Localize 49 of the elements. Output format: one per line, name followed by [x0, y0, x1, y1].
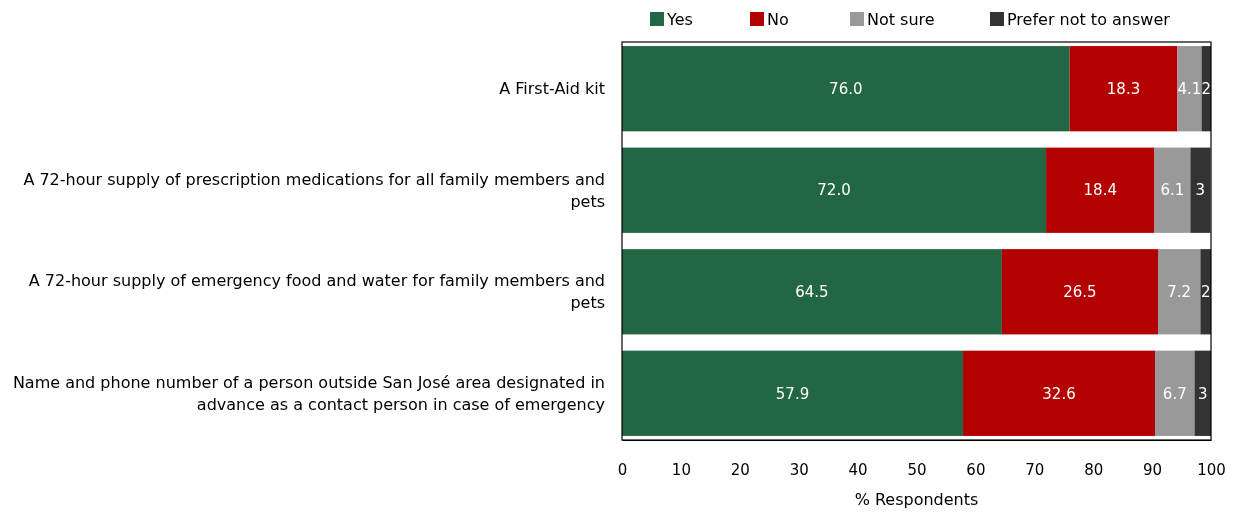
- bar: [1069, 46, 1178, 132]
- y-tick-label: Name and phone number of a person outside San José area designated in advance as a contact person in case of emergency: [12, 372, 605, 414]
- x-tick-label: 70: [1025, 460, 1045, 479]
- x-tick-label: 0: [617, 460, 628, 479]
- y-tick-label: A First-Aid kit: [499, 79, 605, 99]
- bar: [622, 147, 1047, 233]
- legend-label: Prefer not to answer: [1007, 9, 1171, 29]
- x-tick-label: 60: [966, 460, 986, 479]
- data-label: 72.0: [817, 181, 851, 200]
- x-tick-label: 100: [1197, 460, 1226, 479]
- data-label: 6.1: [1160, 181, 1185, 200]
- data-label: 76.0: [829, 79, 863, 98]
- bar: [963, 350, 1156, 436]
- y-tick-label: A 72-hour supply of prescription medications for all family members and pets: [23, 169, 605, 211]
- legend-label: Not sure: [867, 9, 935, 29]
- bar: [1157, 249, 1201, 335]
- data-label: 18.4: [1083, 181, 1117, 200]
- data-label: 4.1: [1177, 79, 1202, 98]
- data-label: 6.7: [1162, 384, 1187, 403]
- data-label: 2: [1201, 79, 1212, 98]
- legend-label: Yes: [666, 9, 693, 29]
- bar: [1046, 147, 1155, 233]
- data-label: 3: [1197, 384, 1208, 403]
- data-label: 64.5: [795, 283, 829, 302]
- y-tick-label: A 72-hour supply of emergency food and water for family members and pets: [28, 271, 605, 313]
- data-label: 18.3: [1106, 79, 1141, 98]
- x-tick-label: 90: [1143, 460, 1163, 479]
- bar: [1154, 147, 1191, 233]
- x-tick-label: 80: [1084, 460, 1104, 479]
- bar: [1001, 249, 1158, 335]
- data-label: 3: [1195, 181, 1206, 200]
- bar: [1177, 46, 1202, 132]
- bar: [1155, 350, 1195, 436]
- bar: [622, 46, 1070, 132]
- x-tick-label: 40: [848, 460, 868, 479]
- data-label: 32.6: [1042, 384, 1076, 403]
- bar: [622, 350, 964, 436]
- bar: [622, 249, 1002, 335]
- legend-label: No: [767, 9, 789, 29]
- bar: [1190, 147, 1211, 233]
- x-tick-label: 20: [730, 460, 750, 479]
- data-label: 7.2: [1167, 283, 1192, 302]
- data-label: 2: [1200, 283, 1211, 302]
- x-tick-label: 50: [907, 460, 927, 479]
- x-tick-label: 30: [789, 460, 809, 479]
- data-label: 57.9: [775, 384, 810, 403]
- x-tick-label: 10: [671, 460, 691, 479]
- x-axis-title: % Respondents: [854, 490, 979, 509]
- data-label: 26.5: [1063, 283, 1097, 302]
